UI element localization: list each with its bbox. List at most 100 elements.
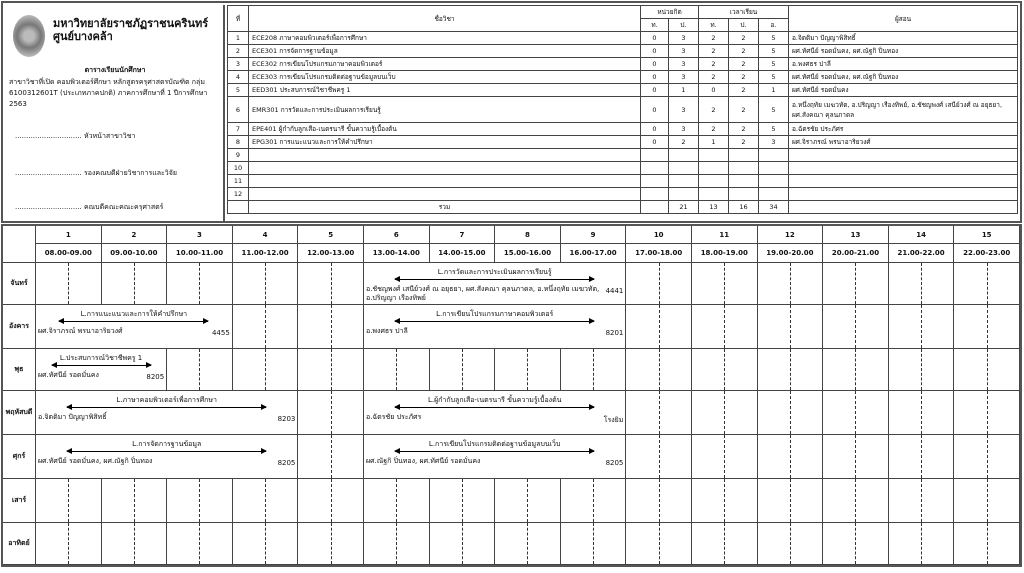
- period-time: 10.00-11.00: [167, 244, 233, 263]
- empty-slot: [888, 479, 955, 523]
- period-number: 3: [167, 226, 233, 244]
- empty-slot: [823, 435, 889, 479]
- empty-slot: [626, 263, 692, 305]
- class-room: 4455: [211, 329, 230, 337]
- empty-slot: [691, 435, 758, 479]
- course-c-p: 3: [668, 96, 699, 123]
- course-c-p: [668, 174, 699, 188]
- empty-slot: [757, 349, 824, 391]
- empty-slot: [298, 349, 364, 391]
- course-row: 6 EMR301 การวัดและการประเมินผลการเรียนรู้…: [227, 96, 1018, 123]
- signature-line: .............................. คณบดีคณะค…: [15, 203, 164, 211]
- duration-arrow: [58, 318, 210, 324]
- course-subject: EMR301 การวัดและการประเมินผลการเรียนรู้: [248, 96, 641, 123]
- period-time: 14.00-15.00: [429, 244, 496, 263]
- empty-slot: [232, 349, 299, 391]
- total-credit-practice: 21: [668, 200, 699, 214]
- course-h-t: 2: [698, 70, 729, 84]
- course-row: 4 ECE303 การเขียนโปรแกรมติดต่อฐานข้อมูลบน…: [227, 70, 1018, 84]
- class-title: L.การวัดและการประเมินผลการเรียนรู้: [437, 268, 552, 276]
- empty-slot: [232, 263, 299, 305]
- empty-slot: [429, 523, 496, 565]
- total-hour-theory: 13: [698, 200, 729, 214]
- empty-slot: [757, 263, 824, 305]
- empty-slot: [954, 391, 1020, 435]
- empty-slot: [36, 479, 102, 523]
- course-h-s: [758, 187, 789, 201]
- empty-slot: [429, 349, 496, 391]
- class-teacher: ผศ.ณัฐกิ ปิ่นทอง, ผศ.ทัศนีย์ รอดมั่นคง: [365, 457, 481, 465]
- class-room: 8205: [605, 459, 624, 467]
- course-h-t: 0: [698, 83, 729, 97]
- course-teacher: อ.ฉัตรชัย ประภัศร: [788, 122, 1018, 136]
- empty-slot: [757, 391, 824, 435]
- period-number: 10: [626, 226, 692, 244]
- period-number: 11: [691, 226, 758, 244]
- empty-slot: [823, 523, 889, 565]
- period-number: 9: [560, 226, 627, 244]
- period-time: 12.00-13.00: [298, 244, 364, 263]
- period-time: 18.00-19.00: [691, 244, 758, 263]
- empty-slot: [298, 523, 364, 565]
- empty-slot: [823, 349, 889, 391]
- course-h-p: 2: [728, 96, 759, 123]
- course-row: 3 ECE302 การเขียนโปรแกรมภาษาคอมพิวเตอร์ 0 3…: [227, 57, 1018, 71]
- empty-slot: [298, 479, 364, 523]
- duration-arrow: [394, 448, 595, 454]
- course-row: 12: [227, 187, 1018, 201]
- course-subject: EPG301 การแนะแนวและการให้คำปรึกษา: [248, 135, 641, 149]
- course-teacher: ผศ.จิราภรณ์ พรนาอาริยวงศ์: [788, 135, 1018, 149]
- day-label: พฤหัสบดี: [3, 391, 36, 435]
- course-c-p: 3: [668, 122, 699, 136]
- course-c-p: [668, 148, 699, 162]
- course-no: 10: [227, 161, 249, 175]
- period-time: 20.00-21.00: [823, 244, 889, 263]
- empty-slot: [691, 305, 758, 349]
- period-time: 16.00-17.00: [560, 244, 627, 263]
- empty-slot: [823, 479, 889, 523]
- course-h-p: 2: [728, 135, 759, 149]
- course-no: 4: [227, 70, 249, 84]
- empty-slot: [298, 435, 364, 479]
- course-h-t: 2: [698, 31, 729, 45]
- empty-slot: [232, 523, 299, 565]
- col-hour-theory: ท.: [698, 18, 729, 32]
- period-number: 15: [954, 226, 1020, 244]
- course-subject: EPE401 ผู้กำกับลูกเสือ-เนตรนารี ขั้นความ…: [248, 122, 641, 136]
- course-no: 11: [227, 174, 249, 188]
- course-no: 6: [227, 96, 249, 123]
- course-no: 3: [227, 57, 249, 71]
- empty-slot: [363, 479, 430, 523]
- empty-slot: [757, 479, 824, 523]
- empty-slot: [954, 435, 1020, 479]
- period-number: 5: [298, 226, 364, 244]
- col-credit-practice: ป.: [668, 18, 699, 32]
- empty-slot: [167, 523, 233, 565]
- empty-slot: [691, 263, 758, 305]
- course-c-t: 0: [640, 122, 669, 136]
- class-teacher: อ.ชัชญพงศ์ เสนีย์วงศ์ ณ อยุธยา, ผศ.สังคณ…: [365, 285, 600, 302]
- course-c-t: 0: [640, 70, 669, 84]
- course-h-t: 2: [698, 96, 729, 123]
- course-teacher: [788, 161, 1018, 175]
- col-teacher: ผู้สอน: [788, 5, 1018, 32]
- signature-line: .............................. หัวหน้าสา…: [15, 132, 136, 140]
- course-h-s: 5: [758, 31, 789, 45]
- empty-slot: [954, 479, 1020, 523]
- empty-slot: [691, 479, 758, 523]
- course-teacher: อ.พงศธร ปาลี: [788, 57, 1018, 71]
- class-block: L.การแนะแนวและการให้คำปรึกษา ผศ.จิราภรณ์ …: [36, 305, 233, 349]
- course-subject: EED301 ประสบการณ์วิชาชีพครู 1: [248, 83, 641, 97]
- class-room: 8205: [146, 373, 165, 381]
- course-h-s: [758, 161, 789, 175]
- class-title: L.การแนะแนวและการให้คำปรึกษา: [80, 310, 188, 318]
- course-h-p: [728, 161, 759, 175]
- class-block: L.ผู้กำกับลูกเสือ-เนตรนารี ขั้นความรู้เบ…: [363, 391, 627, 435]
- course-c-t: [640, 187, 669, 201]
- total-hour-self: 34: [758, 200, 789, 214]
- empty-slot: [560, 479, 627, 523]
- duration-arrow: [66, 448, 267, 454]
- col-credit-theory: ท.: [640, 18, 669, 32]
- info-panel: มหาวิทยาลัยราชภัฏราชนครินทร์ ศูนย์บางคล้า…: [5, 5, 225, 223]
- timetable-grid: 1 08.00-09.00 2 09.00-10.00 3 10.00-11.00 4 11.…: [1, 224, 1022, 567]
